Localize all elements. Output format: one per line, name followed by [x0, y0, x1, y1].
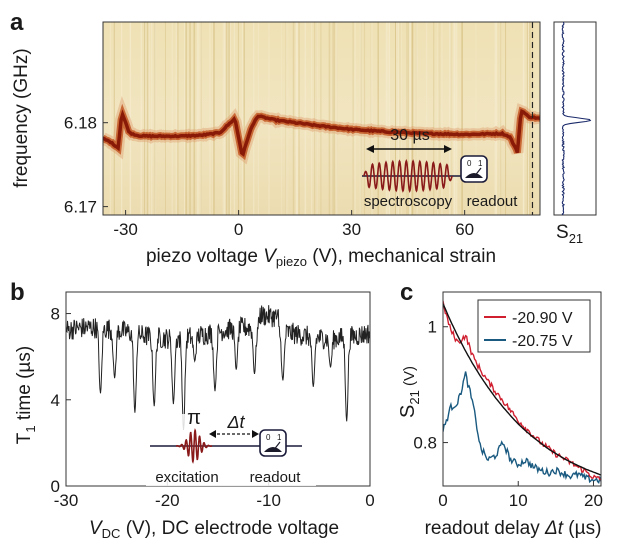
readout-meter-icon: 0 1	[460, 155, 488, 183]
s21-side-panel: S21	[553, 21, 597, 246]
c-ytick-label-0: 0.8	[413, 434, 437, 453]
excitation-label: excitation	[155, 469, 218, 486]
s21-side-trace	[561, 22, 592, 215]
a-xtick-label-1: 0	[234, 220, 243, 239]
panel-b-label: b	[10, 279, 25, 306]
inset-b-backdrop	[146, 414, 316, 486]
panel-c-label: c	[400, 279, 413, 306]
panel-b-y-axis-label: T1 time (µs)	[14, 346, 38, 444]
exponential-fit-line	[443, 303, 601, 476]
panel-c-x-axis-label: readout delay Δt (µs)	[425, 518, 602, 539]
delay-arrow-left-head	[209, 430, 216, 438]
readout-label-b: readout	[250, 469, 302, 486]
svg-text:0: 0	[467, 159, 472, 168]
spectroscopy-pulse	[363, 158, 453, 194]
panel-b-x-axis-label: VDC (V), DC electrode voltage	[89, 518, 339, 541]
series-line-2090	[443, 300, 601, 481]
c-xtick-label-1: 10	[509, 491, 528, 510]
panel-c: c 0 10 20 0.81 -20.90 V -20.75 V S21 (V) r…	[397, 279, 603, 539]
series-line-2075	[443, 371, 601, 484]
a-xtick-label-2: 30	[342, 220, 361, 239]
panel-b-x-ticks: -30 -20 -10 0	[54, 481, 375, 510]
legend-entry-2: -20.75 V	[512, 333, 573, 350]
svg-text:1: 1	[277, 433, 282, 442]
s21-side-label: S21	[556, 222, 583, 246]
c-ytick-label-1: 1	[428, 318, 437, 337]
svg-text:0: 0	[266, 433, 271, 442]
panel-a-x-axis-label: piezo voltage Vpiezo (V), mechanical str…	[146, 246, 496, 269]
panel-b: b -30 -20 -10 0 0 4 8 T1 time (µs) VDC (V), D…	[10, 279, 375, 541]
pi-symbol: π	[187, 407, 201, 429]
panel-a-label: a	[10, 9, 24, 36]
b-xtick-label-3: 0	[365, 491, 374, 510]
legend-box	[477, 299, 591, 353]
delay-label: Δt	[226, 412, 245, 432]
a-xtick-label-3: 60	[455, 220, 474, 239]
panel-a-x-ticks: -30 0 30 60	[113, 210, 474, 239]
panel-a-y-ticks: 6.17 6.18	[64, 114, 108, 217]
b-xtick-label-1: -20	[155, 491, 180, 510]
duration-arrow-right-head	[444, 145, 452, 153]
a-ytick-label-1: 6.18	[64, 114, 97, 133]
panel-c-frame	[442, 291, 602, 487]
panel-c-legend: -20.90 V -20.75 V	[477, 299, 591, 353]
panel-b-inset: π Δt 0 1 excitation readout	[146, 407, 316, 486]
b-ytick-label-2: 8	[51, 305, 60, 324]
b-ytick-label-0: 0	[51, 477, 60, 496]
delay-arrow-right-head	[252, 430, 259, 438]
panel-a-y-axis-label: frequency (GHz)	[11, 48, 32, 187]
b-ytick-label-1: 4	[51, 391, 60, 410]
resonance-core	[103, 109, 540, 158]
b-xtick-label-0: -30	[54, 491, 79, 510]
panel-a-inset: 30 µs 0 1 spectroscopy readout	[362, 127, 518, 210]
legend-entry-1: -20.90 V	[512, 310, 573, 327]
spectroscopy-label: spectroscopy	[364, 193, 453, 210]
duration-label: 30 µs	[390, 127, 429, 144]
c-xtick-label-0: 0	[438, 491, 447, 510]
panel-c-x-ticks: 0 10 20	[438, 481, 603, 510]
a-ytick-label-0: 6.17	[64, 198, 97, 217]
s21-side-frame	[553, 21, 597, 216]
svg-text:1: 1	[478, 159, 483, 168]
b-xtick-label-2: -10	[256, 491, 281, 510]
heatmap-background	[103, 22, 540, 215]
a-xtick-label-0: -30	[113, 220, 138, 239]
panel-a: a -30 0 30 60 6.17 6.18 frequency (GHz) piez…	[10, 9, 597, 269]
panel-c-y-ticks: 0.81	[413, 318, 448, 453]
resonance-trace	[103, 96, 540, 165]
panel-a-frame	[102, 21, 541, 216]
t1-trace	[66, 305, 370, 431]
duration-arrow-left-head	[366, 145, 374, 153]
panel-c-y-axis-label: S21 (V)	[397, 366, 422, 418]
readout-label-a: readout	[467, 193, 519, 210]
excitation-pulse	[175, 428, 213, 464]
readout-meter-icon-b: 0 1	[259, 429, 287, 457]
panel-b-y-ticks: 0 4 8	[51, 305, 71, 496]
c-xtick-label-2: 20	[584, 491, 603, 510]
panel-c-traces	[443, 300, 601, 484]
